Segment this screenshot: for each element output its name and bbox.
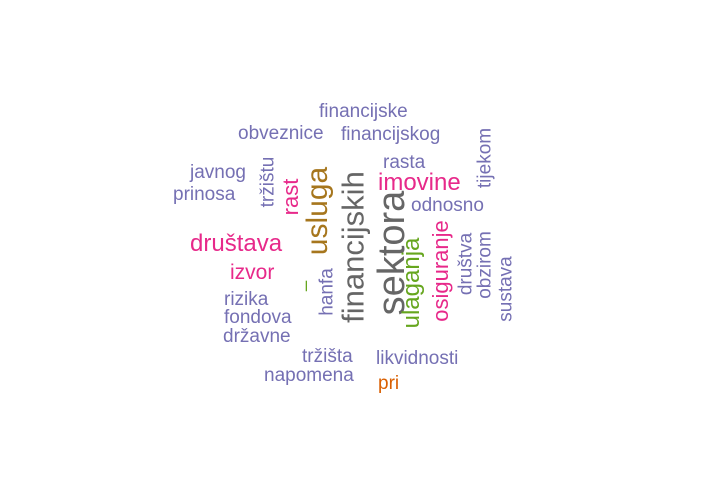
word-usluga: usluga: [301, 166, 334, 256]
word-hanfa: hanfa: [316, 268, 338, 316]
word-trzista: tržišta: [302, 346, 353, 367]
word-imovine: imovine: [378, 169, 461, 196]
word-napomena: napomena: [264, 365, 354, 386]
word-trzistu: tržištu: [257, 156, 279, 208]
word-drustava: društava: [190, 230, 283, 257]
word-obzirom: obzirom: [474, 231, 496, 299]
word-prinosa: prinosa: [173, 184, 236, 205]
word-javnog: javnog: [190, 162, 246, 183]
word-drustva: društva: [455, 232, 477, 296]
word-odnosno: odnosno: [411, 195, 484, 216]
word-izvor: izvor: [230, 261, 275, 284]
word-fondova: fondova: [224, 307, 292, 328]
word-rasta: rasta: [383, 152, 426, 173]
word-financijskog: financijskog: [341, 124, 441, 145]
word-obveznice: obveznice: [238, 123, 324, 144]
word-rizika: rizika: [224, 289, 269, 310]
word-ulaganja: ulaganja: [398, 237, 425, 329]
word-pri: pri: [378, 373, 400, 394]
word-financijskih: financijskih: [335, 171, 371, 323]
word-likvidnosti: likvidnosti: [376, 348, 459, 369]
word-financijske: financijske: [319, 101, 408, 122]
word-dash: –: [295, 280, 317, 292]
word-drzavne: državne: [223, 326, 291, 347]
word-sustava: sustava: [495, 256, 517, 322]
word-osiguranje: osiguranje: [428, 220, 453, 322]
word-tijekom: tijekom: [474, 127, 496, 189]
word-rast: rast: [278, 178, 303, 216]
